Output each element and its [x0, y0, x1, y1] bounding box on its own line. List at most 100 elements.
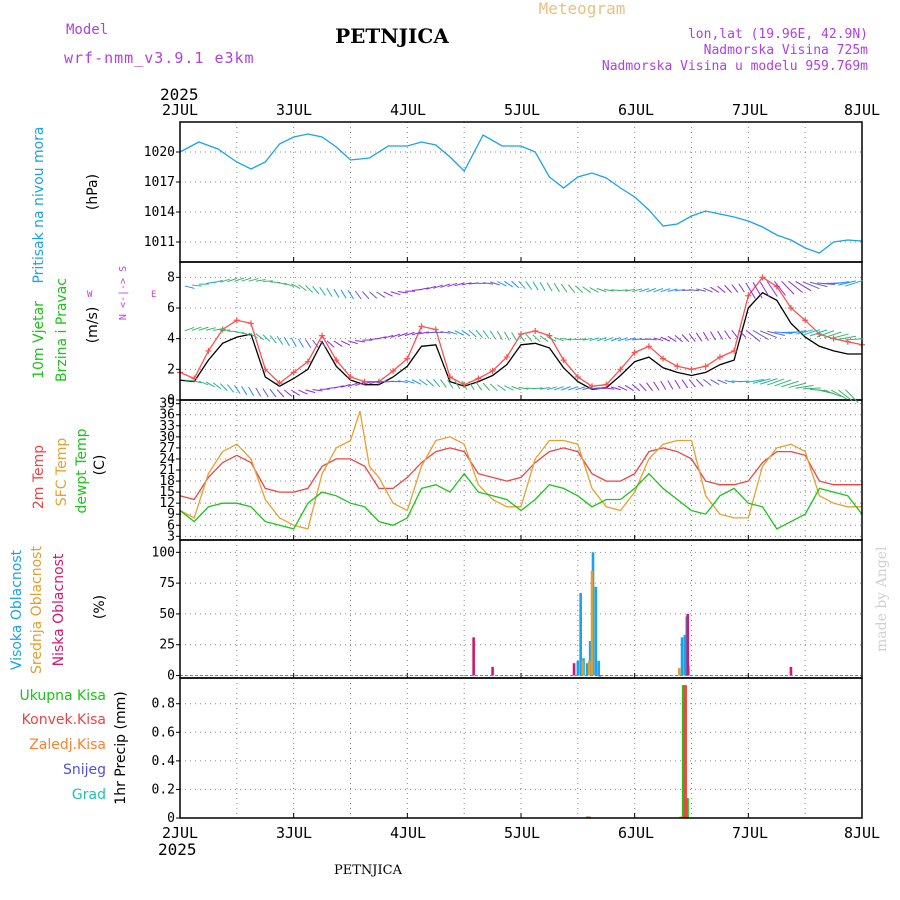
wind-arrow — [561, 337, 572, 341]
wind-arrow — [532, 387, 543, 390]
wind-arrow — [752, 282, 763, 299]
lonlat-text: lon,lat (19.96E, 42.9N) — [688, 27, 868, 42]
wind-arrow — [355, 340, 366, 343]
plot-area: 1011101410171020024683691215182124273033… — [144, 121, 865, 826]
wind-arrow — [397, 332, 408, 337]
wind-arrow — [795, 329, 814, 335]
model-elevation-text: Nadmorska Visina u modelu 959.769m — [602, 59, 868, 74]
wind-arrow — [518, 280, 526, 289]
wind-arrow — [724, 285, 732, 293]
elevation-text: Nadmorska Visina 725m — [704, 43, 869, 58]
wind-arrow — [483, 282, 494, 285]
wind-arrow — [603, 337, 614, 342]
temp-label-1: 2m Temp — [31, 445, 47, 509]
bar — [683, 685, 687, 818]
wind-arrow — [717, 379, 728, 385]
wind-arrow — [561, 386, 571, 391]
y-tick-label: 27 — [159, 441, 175, 456]
wind-arrow — [433, 378, 441, 388]
x-label: 4JUL — [390, 824, 426, 842]
bar — [686, 613, 690, 676]
bar — [579, 592, 582, 676]
wind-arrow — [205, 381, 215, 388]
x-label: 5JUL — [504, 101, 540, 119]
wind-arrow — [831, 333, 849, 339]
gust-marker — [631, 349, 638, 356]
wind-arrow — [227, 277, 237, 283]
y-tick-label: 33 — [159, 419, 175, 434]
wind-arrow — [226, 384, 235, 393]
wind-arrow — [546, 282, 553, 292]
precip-label-2: Konvek.Kisa — [22, 712, 106, 728]
wind-arrow — [589, 337, 600, 342]
wind-arrow — [255, 279, 266, 282]
compass-w: W — [87, 290, 93, 300]
wind-arrow — [454, 379, 461, 390]
wind-arrow — [518, 386, 529, 390]
wind-title-2: Brzina i Pravac — [54, 278, 70, 382]
bar — [594, 586, 598, 676]
wind-arrow — [440, 283, 451, 288]
wind-arrow — [767, 378, 785, 386]
wind-arrow — [419, 331, 430, 335]
wind-arrow — [703, 287, 713, 293]
wind-arrow — [369, 380, 380, 385]
wind-arrow — [546, 386, 557, 391]
gust-marker — [802, 317, 809, 324]
wind-arrow — [425, 378, 434, 387]
wind-title-1: 10m Vjetar — [31, 301, 47, 379]
wind-arrow — [788, 330, 807, 334]
wind-arrow — [447, 282, 458, 288]
wind-arrow — [795, 384, 814, 389]
wind-arrow — [653, 381, 660, 391]
wind-arrow — [802, 329, 821, 336]
wind-arrow — [333, 288, 340, 298]
wind-arrow — [589, 287, 599, 293]
wind-arrow — [347, 382, 358, 387]
wind-arrow — [475, 381, 483, 391]
wind-arrow — [503, 331, 510, 341]
wind-arrow — [447, 379, 454, 389]
x-label: 7JUL — [732, 101, 768, 119]
y-tick-label: 6 — [167, 301, 175, 316]
wind-arrow — [326, 287, 333, 297]
wind-arrow — [496, 330, 503, 341]
wind-arrow — [788, 382, 807, 389]
precip-unit: 1hr Precip (mm) — [113, 691, 129, 804]
gust-marker — [731, 347, 738, 354]
y-tick-label: 50 — [159, 607, 175, 622]
y-tick-label: 24 — [159, 452, 175, 467]
y-tick-label: 0.4 — [152, 754, 176, 769]
wind-arrow — [809, 281, 828, 288]
series-line-mean-wind-speed — [179, 291, 862, 390]
wind-arrow — [511, 280, 520, 289]
bar — [597, 660, 600, 676]
wind-arrow — [717, 285, 726, 294]
bar — [789, 666, 793, 676]
x-label: 5JUL — [504, 824, 540, 842]
wind-arrow — [312, 339, 319, 349]
series-line-dewpt-temp — [179, 472, 863, 530]
wind-arrow — [560, 283, 568, 293]
wind-arrow — [575, 285, 584, 294]
y-tick-label: 0 — [167, 811, 175, 826]
gust-marker — [446, 374, 453, 380]
wind-arrow — [220, 278, 230, 283]
wind-arrow — [696, 288, 707, 292]
wind-arrow — [532, 334, 541, 343]
wind-arrow — [688, 379, 696, 388]
wind-arrow — [376, 336, 387, 340]
wind-arrow — [738, 283, 745, 293]
model-name: wrf-nmm_v3.9.1 e3km — [64, 49, 255, 67]
wind-arrow — [618, 289, 629, 292]
cloud-label-2: Srednja Oblacnost — [29, 546, 45, 674]
gust-marker — [475, 375, 482, 382]
wind-arrow — [795, 280, 812, 292]
x-axis-bottom: 2JUL 3JUL 4JUL 5JUL 6JUL 7JUL 8JUL — [162, 824, 880, 842]
wind-arrow — [553, 336, 564, 342]
wind-arrow — [766, 281, 778, 297]
wind-arrow — [603, 387, 614, 390]
gust-marker — [333, 357, 340, 364]
wind-arrow — [532, 281, 539, 291]
y-tick-label: 9 — [167, 507, 175, 522]
